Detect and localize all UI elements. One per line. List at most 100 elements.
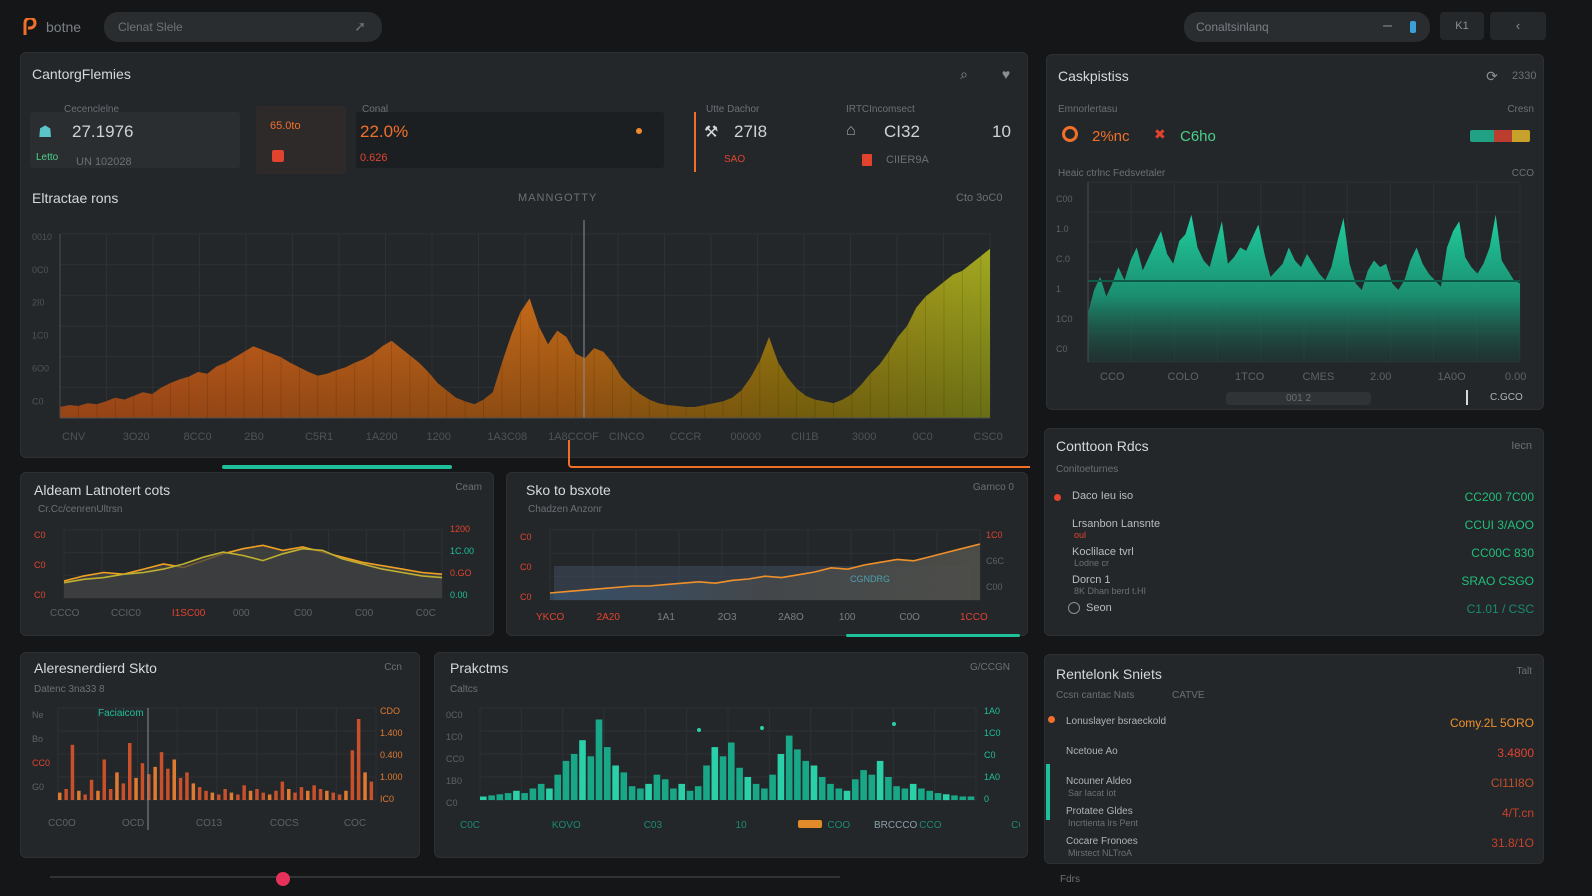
panel-d-bar — [504, 793, 512, 800]
y-tick-label-right: C00 — [986, 582, 1003, 592]
y-tick-label: C0 — [32, 396, 44, 406]
y-tick-label-right: C6C — [986, 556, 1005, 566]
x-tick-label: 3O20 — [123, 431, 150, 443]
kpi-3-sub: 0.626 — [360, 152, 388, 164]
right-top-area-chart[interactable]: C00 1.0 C.0 1 1C0 C0 CCO COLO 1TCO CMES 2.00 1A0O 0.… — [1054, 178, 1538, 388]
panel-c-bar — [287, 789, 291, 800]
y-tick-label: 0C0 — [32, 265, 49, 275]
y-tick-label-right: 0 — [984, 794, 989, 804]
right-bot-row-label: Protatee Gldes — [1066, 806, 1133, 817]
x-tick-label: 1200 — [427, 431, 451, 443]
y-tick-label-right: 1A0 — [984, 706, 1000, 716]
refresh-icon[interactable]: ⟳ — [1486, 67, 1498, 84]
y-tick-label-right: 1C.00 — [450, 546, 474, 556]
right-mid-row-label: Seon — [1086, 602, 1112, 614]
search-input[interactable]: Clenat Slele ➚ — [104, 12, 382, 42]
kpi-3[interactable]: Conal 22.0% 0.626 — [356, 104, 664, 168]
big-area-chart[interactable]: 0010 0C0 2I0 1C0 6O0 C0 CNV 3O20 8CC0 2B0 C5R1 1A20… — [30, 220, 1022, 450]
top-right-search[interactable]: Conaltsinlanq – — [1184, 12, 1430, 42]
panel-d-bar — [711, 747, 719, 800]
x-tick-label: CNV — [62, 431, 86, 443]
right-bot-row-value: Cl11I8O — [1490, 776, 1534, 790]
x-tick-label: 00000 — [730, 431, 761, 443]
panel-d-bar — [670, 788, 677, 800]
right-bot-accent-bar — [1046, 764, 1050, 820]
panel-b-scroll[interactable] — [846, 634, 1020, 637]
x-tick-label: KOVO — [552, 820, 581, 831]
panel-d-bar — [595, 719, 603, 800]
panel-d-bar — [488, 795, 495, 800]
heart-icon[interactable]: ♥ — [1001, 66, 1011, 82]
panel-d-bar — [942, 794, 950, 801]
y-tick-label: 1B0 — [446, 776, 462, 786]
y-tick-label: C0 — [34, 590, 46, 600]
panel-c-bar — [255, 789, 259, 800]
app-logo[interactable]: botne — [22, 16, 102, 38]
panel-d-bar — [537, 783, 545, 800]
y-tick-label: 1C0 — [446, 732, 463, 742]
right-top-footer-right[interactable]: C.GCO — [1466, 390, 1545, 405]
panel-c-bar — [229, 792, 234, 800]
right-mid-row-label: Lrsanbon Lansnte — [1072, 518, 1161, 530]
y-tick-label-right: 0.400 — [380, 750, 403, 760]
timeline-bar[interactable] — [50, 876, 840, 878]
timeline-handle[interactable] — [276, 872, 290, 886]
y-tick-label: C00 — [1056, 194, 1073, 204]
x-tick-label: CCCR — [670, 431, 702, 443]
panel-d-bar — [736, 767, 743, 800]
x-tick-label: 0C0 — [913, 431, 933, 443]
panel-d-bar — [694, 786, 702, 800]
panel-d-bar — [835, 788, 843, 800]
kpi-5[interactable]: IRTCIncomsect ⌂ CI32 10 CIIER9A — [840, 104, 1018, 168]
panel-d-bar — [868, 774, 876, 800]
radio-icon[interactable] — [1068, 602, 1080, 614]
kpi-4[interactable]: Utte Dachor ⚒ 27I8 SAO — [700, 104, 824, 168]
toggle-icon[interactable] — [1410, 21, 1416, 33]
right-bot-row-label: Ncetoue Ao — [1066, 746, 1118, 757]
right-bot-row-value: 3.4800 — [1497, 746, 1534, 760]
minus-icon[interactable]: – — [1383, 17, 1392, 34]
alert-icon — [272, 150, 284, 162]
panel-c-bar-chart[interactable]: Faciaicom Ne Bo CC0 G0 CDO 1.400 0.400 1.000 IC0 C… — [30, 700, 416, 850]
y-tick-label-right: C0 — [984, 750, 996, 760]
x-tick-label: COO — [827, 820, 850, 831]
x-tick-label: CCO — [919, 820, 941, 831]
x-tick-label: YKCO — [536, 612, 565, 623]
scroll-indicator-left[interactable] — [222, 465, 452, 469]
top-button-1[interactable]: K1 — [1440, 12, 1484, 40]
kpi-4-value: 27I8 — [734, 122, 768, 141]
right-bot-title: Rentelonk Sniets — [1056, 666, 1162, 682]
panel-d-bar-chart[interactable]: BRCCCO 0C0 1C0 CC0 1B0 C0 1A0 1C0 C0 1A0 0 C0C KOVO C… — [444, 700, 1020, 850]
panel-b-area-chart[interactable]: CGNDRG C0 C0 C0 1C0 C6C C00 YKCO 2A20 1A1 2O3 2A8O 1… — [516, 518, 1022, 630]
search-icon[interactable]: ⌕ — [960, 65, 968, 82]
panel-c-bar — [248, 790, 253, 800]
x-tick-label: CII1B — [791, 431, 819, 443]
kpi-4-sub: SAO — [724, 154, 746, 165]
x-tick-label: 1A200 — [366, 431, 398, 443]
flame-logo-icon — [23, 18, 37, 35]
kpi-2[interactable]: 65.0to — [256, 106, 346, 174]
panel-a-line-chart[interactable]: C0 C0 C0 1200 1C.00 0.GO 0.00 CCCO CCIC0 I1SC00 00… — [30, 518, 490, 630]
panel-c-bar — [210, 792, 215, 800]
y-tick-label-right: 1200 — [450, 524, 470, 534]
x-tick-label: CC0 — [1011, 820, 1020, 831]
right-top-sub-right: CCO — [1511, 168, 1534, 179]
right-bot-row-sub: Incrtienta lrs Pent — [1068, 818, 1139, 828]
home-icon: ⌂ — [846, 122, 856, 139]
panel-d-bar — [661, 779, 669, 800]
status-dot — [1054, 494, 1061, 501]
panel-b-right-label: Garnco 0 — [972, 482, 1014, 493]
panel-d-bar — [496, 794, 504, 801]
send-icon[interactable]: ➚ — [354, 18, 366, 34]
panel-b-title: Sko to bsxote — [526, 482, 611, 498]
panel-b: Sko to bsxote Chadzen Anzonr Garnco 0 CG… — [506, 472, 1028, 636]
y-tick-label-right: 0.00 — [450, 590, 468, 600]
y-tick-label-right: 1C0 — [984, 728, 1001, 738]
right-mid-sub: Conitoeturnes — [1056, 464, 1119, 475]
kpi-1[interactable]: Cecenclelne ☗ 27.1976 Letto UN 102028 — [30, 104, 240, 168]
right-mid-row-value: CCUI 3/AOO — [1464, 518, 1534, 532]
panel-d-title: Prakctms — [450, 660, 509, 676]
y-tick-label-right: 1.400 — [380, 728, 403, 738]
top-button-2[interactable]: ‹ — [1490, 12, 1546, 40]
panel-a-area-1 — [64, 548, 442, 598]
